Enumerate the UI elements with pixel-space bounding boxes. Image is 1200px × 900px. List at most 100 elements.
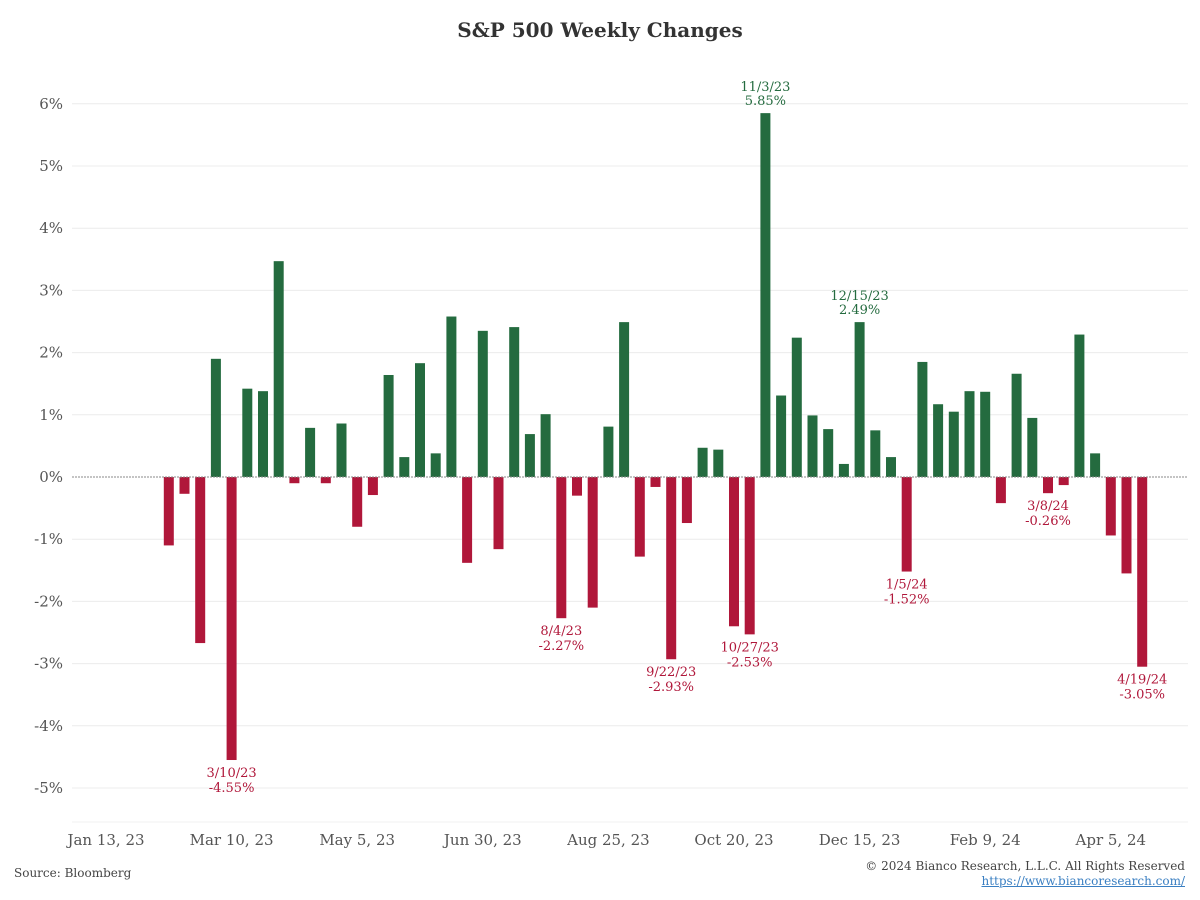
bar — [163, 477, 174, 546]
y-tick-label: 0% — [39, 468, 63, 486]
bar — [1090, 453, 1101, 477]
chart-title: S&P 500 Weekly Changes — [457, 18, 742, 42]
bar — [383, 374, 394, 477]
bar — [713, 449, 724, 477]
bar — [886, 457, 896, 477]
bar — [980, 391, 991, 477]
y-tick-label: -2% — [34, 592, 63, 610]
bar — [1074, 334, 1085, 477]
bar — [823, 429, 834, 477]
x-tick-label: May 5, 23 — [319, 831, 395, 849]
bar — [289, 477, 300, 484]
annotation-date: 8/4/23 — [540, 624, 582, 639]
bars — [163, 113, 1148, 761]
bar — [540, 414, 551, 477]
bar — [399, 457, 410, 477]
bar — [509, 327, 520, 477]
bar — [870, 430, 881, 477]
annotation-date: 4/19/24 — [1117, 673, 1167, 688]
y-tick-label: -4% — [34, 717, 63, 735]
bar — [650, 477, 661, 487]
bar — [1105, 477, 1116, 536]
annotation-value: 5.85% — [745, 94, 786, 109]
annotation-value: 2.49% — [839, 303, 880, 318]
bar — [258, 391, 268, 477]
annotation-date: 10/27/23 — [721, 640, 779, 655]
bar — [744, 477, 755, 635]
bar — [838, 463, 849, 477]
bar — [273, 261, 284, 477]
bar — [760, 113, 771, 477]
bar — [995, 477, 1006, 504]
bar — [572, 477, 582, 496]
bar — [195, 477, 206, 644]
bar — [477, 330, 488, 477]
x-tick-label: Jan 13, 23 — [65, 831, 144, 849]
annotation-date: 3/10/23 — [207, 766, 257, 781]
bar — [933, 404, 944, 477]
footer-credits: © 2024 Bianco Research, L.L.C. All Right… — [865, 859, 1185, 889]
annotation-value: -2.27% — [538, 639, 584, 654]
bar — [587, 477, 598, 608]
bar — [1027, 417, 1038, 477]
y-tick-label: 1% — [39, 406, 63, 424]
bar — [1137, 477, 1148, 667]
bar — [791, 337, 802, 477]
x-tick-label: Oct 20, 23 — [694, 831, 773, 849]
y-tick-label: -3% — [34, 655, 63, 673]
y-tick-label: -5% — [34, 779, 63, 797]
annotation-value: -3.05% — [1119, 688, 1165, 703]
annotation-value: -0.26% — [1025, 514, 1071, 529]
x-axis: Jan 13, 23 Mar 10, 23 May 5, 23 Jun 30, 23 A… — [65, 821, 1188, 849]
y-tick-label: 4% — [39, 219, 63, 237]
y-axis: 6% 5% 4% 3% 2% 1% 0% -1% -2% -3% -4% -5% — [34, 95, 63, 797]
bar — [446, 316, 457, 477]
bar — [556, 477, 567, 619]
y-tick-label: -1% — [34, 530, 63, 548]
y-tick-label: 6% — [39, 95, 63, 113]
bar — [430, 453, 441, 477]
x-tick-label: Aug 25, 23 — [566, 831, 650, 849]
annotation-value: -2.53% — [727, 655, 773, 670]
x-tick-label: Mar 10, 23 — [190, 831, 274, 849]
y-tick-label: 5% — [39, 157, 63, 175]
bar — [948, 411, 959, 477]
annotation-value: -1.52% — [884, 593, 930, 608]
bar — [964, 391, 975, 477]
x-tick-label: Jun 30, 23 — [442, 831, 522, 849]
annotation-date: 11/3/23 — [740, 80, 790, 95]
bar — [415, 363, 425, 477]
bar — [666, 477, 677, 660]
bar — [242, 388, 253, 477]
bar — [305, 427, 316, 477]
annotation-date: 1/5/24 — [886, 578, 928, 593]
bar — [320, 477, 331, 484]
bar — [1043, 477, 1053, 494]
bar — [901, 477, 912, 572]
annotation-date: 3/8/24 — [1027, 499, 1069, 514]
annotation-value: -2.93% — [648, 680, 694, 695]
bar — [776, 395, 787, 477]
bar — [1058, 477, 1069, 486]
x-tick-label: Feb 9, 24 — [950, 831, 1021, 849]
bar — [493, 477, 504, 550]
website-link[interactable]: https://www.biancoresearch.com/ — [981, 874, 1185, 888]
bar — [729, 477, 739, 627]
bar — [1121, 477, 1132, 574]
bar — [462, 477, 473, 563]
bar — [807, 415, 818, 477]
x-tick-label: Apr 5, 24 — [1075, 831, 1147, 849]
bar — [336, 423, 347, 477]
bar — [352, 477, 363, 527]
bar — [367, 477, 378, 496]
copyright-text: © 2024 Bianco Research, L.L.C. All Right… — [865, 859, 1185, 873]
y-tick-label: 2% — [39, 344, 63, 362]
bar — [524, 434, 535, 477]
annotation-value: -4.55% — [209, 781, 255, 796]
annotation-date: 12/15/23 — [830, 289, 888, 304]
bar — [1011, 373, 1022, 477]
y-tick-label: 3% — [39, 281, 63, 299]
x-tick-label: Dec 15, 23 — [819, 831, 901, 849]
bar — [634, 477, 645, 557]
